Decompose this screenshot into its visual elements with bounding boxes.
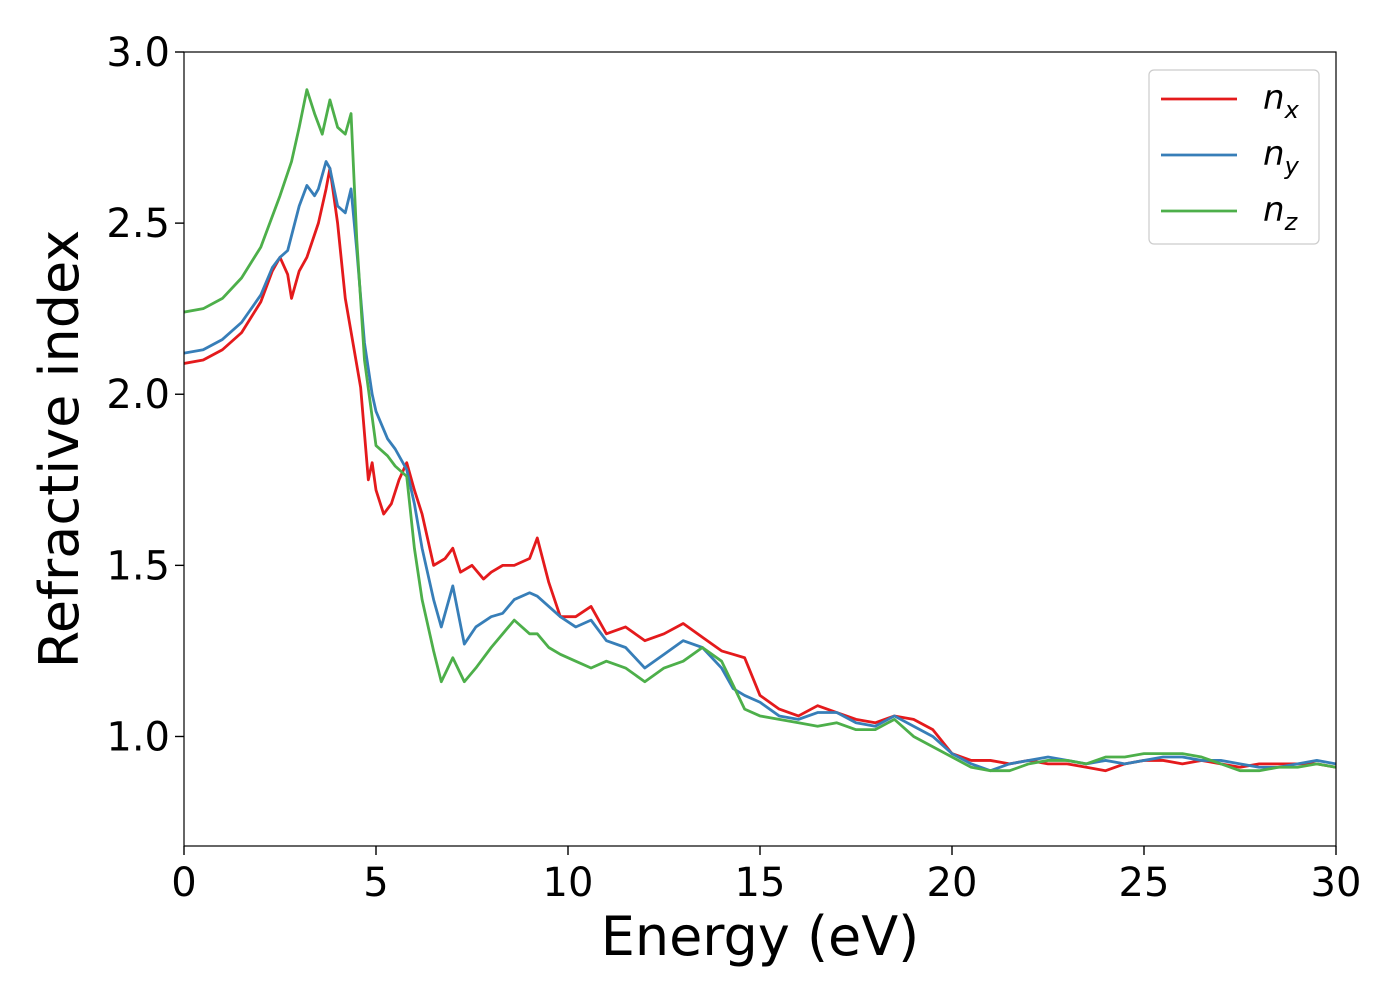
x-tick-label: 10	[543, 860, 594, 906]
legend-label-nx: nx	[1263, 78, 1300, 124]
series-line-nx	[184, 166, 1336, 773]
x-tick-label: 30	[1311, 860, 1362, 906]
axis-ticks: 0 5 10 15 20 25 30 1.0 1.5 2.0 2.5 3.0	[106, 30, 1361, 906]
x-tick-label: 20	[927, 860, 978, 906]
y-tick-label: 1.5	[106, 543, 170, 589]
x-tick-label: 5	[363, 860, 388, 906]
series-line-nz	[184, 88, 1336, 773]
x-tick-label: 0	[171, 860, 196, 906]
x-axis-label: Energy (eV)	[601, 905, 920, 968]
legend-box	[1148, 69, 1320, 245]
y-tick-label: 2.0	[106, 372, 170, 418]
legend-label-nz: nz	[1263, 190, 1299, 236]
legend-label-ny: ny	[1263, 134, 1300, 180]
x-tick-label: 25	[1119, 860, 1170, 906]
series-lines	[184, 88, 1336, 773]
y-axis-label: Refractive index	[28, 230, 91, 669]
y-tick-label: 3.0	[106, 30, 170, 76]
y-tick-label: 1.0	[106, 714, 170, 760]
x-tick-label: 15	[735, 860, 786, 906]
y-tick-label: 2.5	[106, 201, 170, 247]
legend: nx ny nz	[1148, 69, 1320, 245]
